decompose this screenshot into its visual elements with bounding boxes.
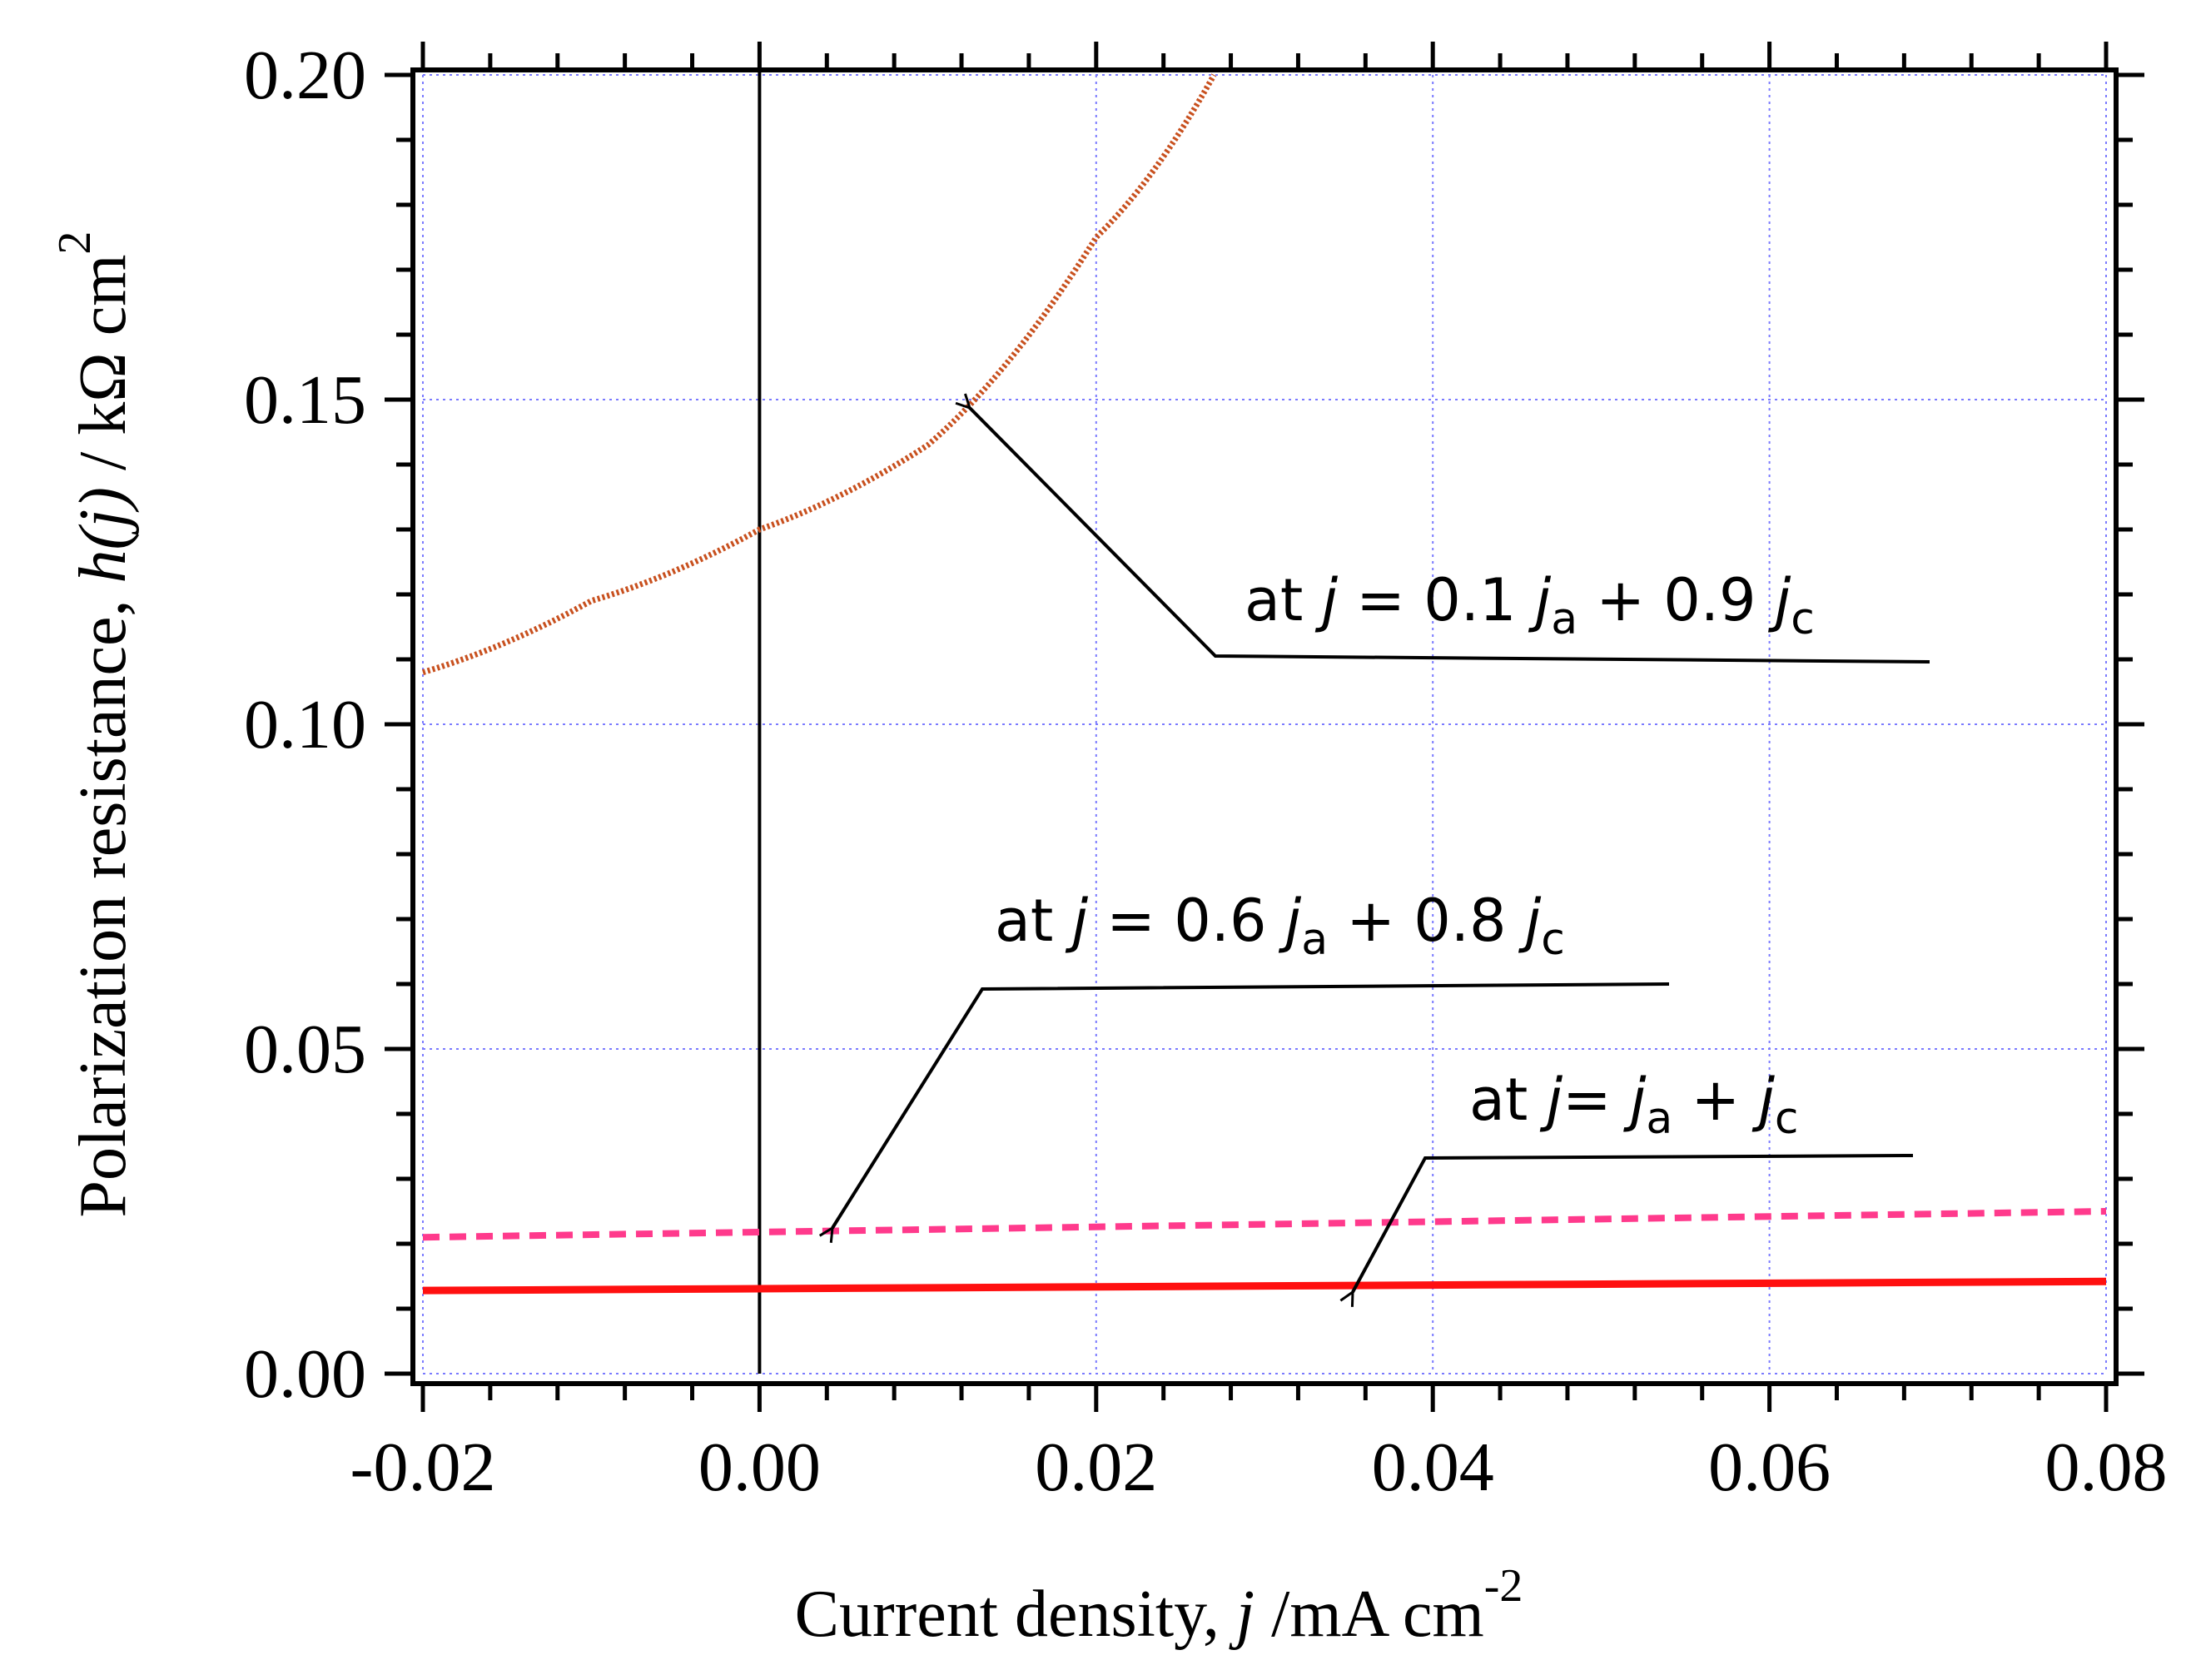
y-tick-label: 0.00: [244, 1335, 366, 1413]
annotation-1: at j = 0.1 ja + 0.9 jc: [970, 408, 1930, 664]
annotation-2: at j = 0.6 ja + 0.8 jc: [832, 887, 1670, 1228]
x-tick-labels: -0.02 0.00 0.02 0.04 0.06 0.08: [350, 1429, 2168, 1506]
x-tick-label: 0.06: [1708, 1429, 1831, 1506]
y-tick-labels: 0.00 0.05 0.10 0.15 0.20: [244, 37, 366, 1413]
series-layer: [422, 70, 2107, 1374]
x-tick-label: 0.08: [2045, 1429, 2168, 1506]
y-tick-label: 0.15: [244, 361, 366, 439]
x-tick-label: 0.02: [1035, 1429, 1157, 1506]
series-line-3: [422, 1277, 2107, 1295]
series-line-1: [422, 73, 1217, 675]
y-tick-label: 0.20: [244, 37, 366, 114]
plot-border: [410, 67, 2119, 1386]
x-tick-label: -0.02: [350, 1429, 496, 1506]
series-line-2: [422, 1208, 2107, 1241]
grid: [422, 74, 2107, 1374]
axis-ticks: [385, 42, 2144, 1412]
annotation-2-label: at j = 0.6 ja + 0.8 jc: [995, 887, 1565, 965]
plot-frame: [410, 67, 2119, 1386]
annotation-2-leader: [832, 982, 1670, 1228]
x-tick-label: 0.00: [698, 1429, 821, 1506]
annotation-1-label: at j = 0.1 ja + 0.9 jc: [1245, 566, 1815, 644]
x-tick-label: 0.04: [1372, 1429, 1494, 1506]
x-axis-title: Current density, j /mA cm-2: [795, 1560, 1523, 1651]
annotation-3-leader: [1353, 1154, 1914, 1292]
annotation-3-label: at j= ja + jc: [1469, 1066, 1798, 1144]
y-tick-label: 0.05: [244, 1011, 366, 1088]
y-tick-label: 0.10: [244, 686, 366, 763]
annotation-1-leader: [970, 408, 1930, 664]
y-axis-title: Polarization resistance, h(j) / kΩ cm2: [49, 231, 140, 1218]
annotation-3: at j= ja + jc: [1353, 1066, 1914, 1292]
